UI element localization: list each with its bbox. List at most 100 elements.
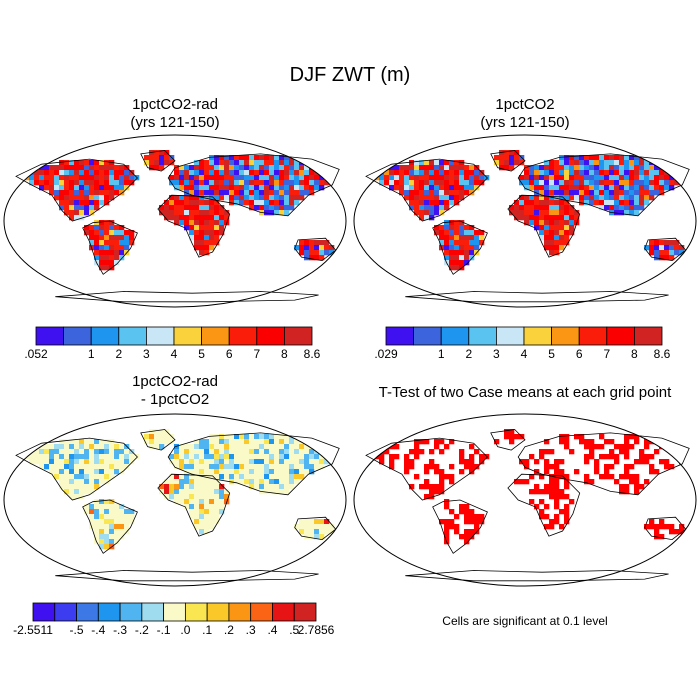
coastline-greenland	[490, 429, 526, 451]
colorbar-3-box	[206, 602, 230, 622]
colorbar-3-label: .5	[289, 623, 299, 637]
colorbar-3-label: 2.7856	[298, 623, 335, 637]
colorbar-3-box	[293, 602, 317, 622]
colorbar-2-label: 5	[548, 347, 555, 361]
colorbar-1-label: .052	[24, 347, 48, 361]
colorbar-1-box	[63, 326, 92, 346]
colorbar-3-label: -.3	[113, 623, 127, 637]
colorbar-2-label: 8.6	[654, 347, 671, 361]
panel-1-title-line1: 1pctCO2-rad	[132, 96, 218, 113]
coastline-australia	[644, 237, 687, 262]
colorbar-1-label: 8	[281, 347, 288, 361]
panel-1-title-line2: (yrs 121-150)	[130, 114, 220, 131]
coastline-australia	[294, 516, 337, 541]
coastline-south-america	[432, 499, 488, 554]
coastline-north-america	[365, 437, 488, 501]
colorbar-3-label: -.1	[157, 623, 171, 637]
map-panel-3	[3, 413, 347, 587]
coastline-antarctica	[405, 291, 669, 303]
colorbar-3-box	[163, 602, 186, 622]
coastline-greenland	[140, 150, 176, 172]
colorbar-1-label: 4	[171, 347, 178, 361]
panel-3-title-line2: - 1pctCO2	[140, 391, 210, 408]
colorbar-1: .052 1 2 3 4 5 6 7 8 8.6	[24, 326, 321, 361]
colorbar-3-box	[32, 602, 56, 622]
coastline-north-america	[15, 437, 138, 501]
panel-3-title: 1pctCO2-rad - 1pctCO2	[25, 373, 325, 409]
coastlines	[15, 429, 340, 582]
colorbar-3-label: .4	[267, 623, 277, 637]
colorbar-3-box	[54, 602, 77, 622]
significance-note: Cells are significant at 0.1 level	[442, 614, 608, 628]
colorbar-2-box	[634, 326, 663, 346]
coastlines	[365, 429, 690, 582]
coastline-australia	[644, 516, 687, 541]
map-border	[3, 413, 347, 587]
colorbar-1-box	[228, 326, 258, 346]
colorbar-2: .029 1 2 3 4 5 6 7 8 8.6	[374, 326, 671, 361]
colorbar-2-box	[440, 326, 470, 346]
colorbar-3-box	[97, 602, 121, 622]
colorbar-3-label: .3	[246, 623, 256, 637]
colorbar-3-box	[141, 602, 165, 622]
map-border	[3, 134, 347, 308]
colorbar-1-label: 2	[115, 347, 122, 361]
colorbar-1-box	[145, 326, 175, 346]
colorbar-3-box	[228, 602, 252, 622]
coastline-africa	[157, 194, 231, 258]
panel-4-title: T-Test of two Case means at each grid po…	[345, 384, 700, 402]
colorbar-2-box	[551, 326, 580, 346]
coastline-north-america	[365, 158, 488, 222]
panel-4-title-line1: T-Test of two Case means at each grid po…	[378, 384, 672, 401]
map-data-cells	[374, 429, 685, 545]
colorbar-1-label: 6	[226, 347, 233, 361]
colorbar-3-label: .0	[180, 623, 190, 637]
map-data-cells	[19, 150, 340, 271]
coastlines	[15, 150, 340, 303]
colorbar-2-label: 3	[493, 347, 500, 361]
colorbar-2-label: 1	[438, 347, 445, 361]
coastline-south-america	[82, 220, 138, 275]
coastline-africa	[157, 473, 231, 537]
panel-2-title: 1pctCO2 (yrs 121-150)	[375, 96, 675, 132]
colorbar-2-box	[468, 326, 497, 346]
colorbar-1-label: 8.6	[304, 347, 321, 361]
colorbar-2-label: .029	[374, 347, 398, 361]
colorbar-3-box	[184, 602, 208, 622]
colorbar-3-label: -.2	[135, 623, 149, 637]
colorbar-3-box	[76, 602, 99, 622]
colorbar-1-label: 1	[88, 347, 95, 361]
panel-3-title-line1: 1pctCO2-rad	[132, 373, 218, 390]
colorbar-3-box	[272, 602, 295, 622]
colorbar-1-box	[35, 326, 65, 346]
colorbar-2-label: 6	[576, 347, 583, 361]
coastline-eurasia	[517, 153, 690, 217]
coastline-eurasia	[167, 432, 340, 496]
map-panel-4	[353, 413, 697, 587]
colorbar-1-label: 5	[198, 347, 205, 361]
colorbar-3-box	[119, 602, 143, 622]
coastline-antarctica	[55, 570, 319, 582]
coastline-south-america	[432, 220, 488, 275]
map-data-cells	[19, 429, 340, 550]
colorbar-2-box	[385, 326, 415, 346]
colorbar-1-box	[201, 326, 230, 346]
panel-1-title: 1pctCO2-rad (yrs 121-150)	[25, 96, 325, 132]
map-data-cells	[369, 150, 690, 271]
colorbar-1-label: 3	[143, 347, 150, 361]
colorbar-1-box	[90, 326, 120, 346]
coastline-antarctica	[55, 291, 319, 303]
coastline-africa	[507, 473, 581, 537]
coastline-australia	[294, 237, 337, 262]
coastline-greenland	[140, 429, 176, 451]
map-panel-1	[3, 134, 347, 308]
coastline-south-america	[82, 499, 138, 554]
colorbar-2-box	[495, 326, 525, 346]
colorbar-2-box	[606, 326, 635, 346]
figure-title: DJF ZWT (m)	[289, 64, 411, 86]
panel-2-title-line1: 1pctCO2	[495, 96, 555, 113]
colorbar-2-label: 8	[631, 347, 638, 361]
coastline-antarctica	[405, 570, 669, 582]
coastline-eurasia	[167, 153, 340, 217]
coastline-eurasia	[517, 432, 690, 496]
